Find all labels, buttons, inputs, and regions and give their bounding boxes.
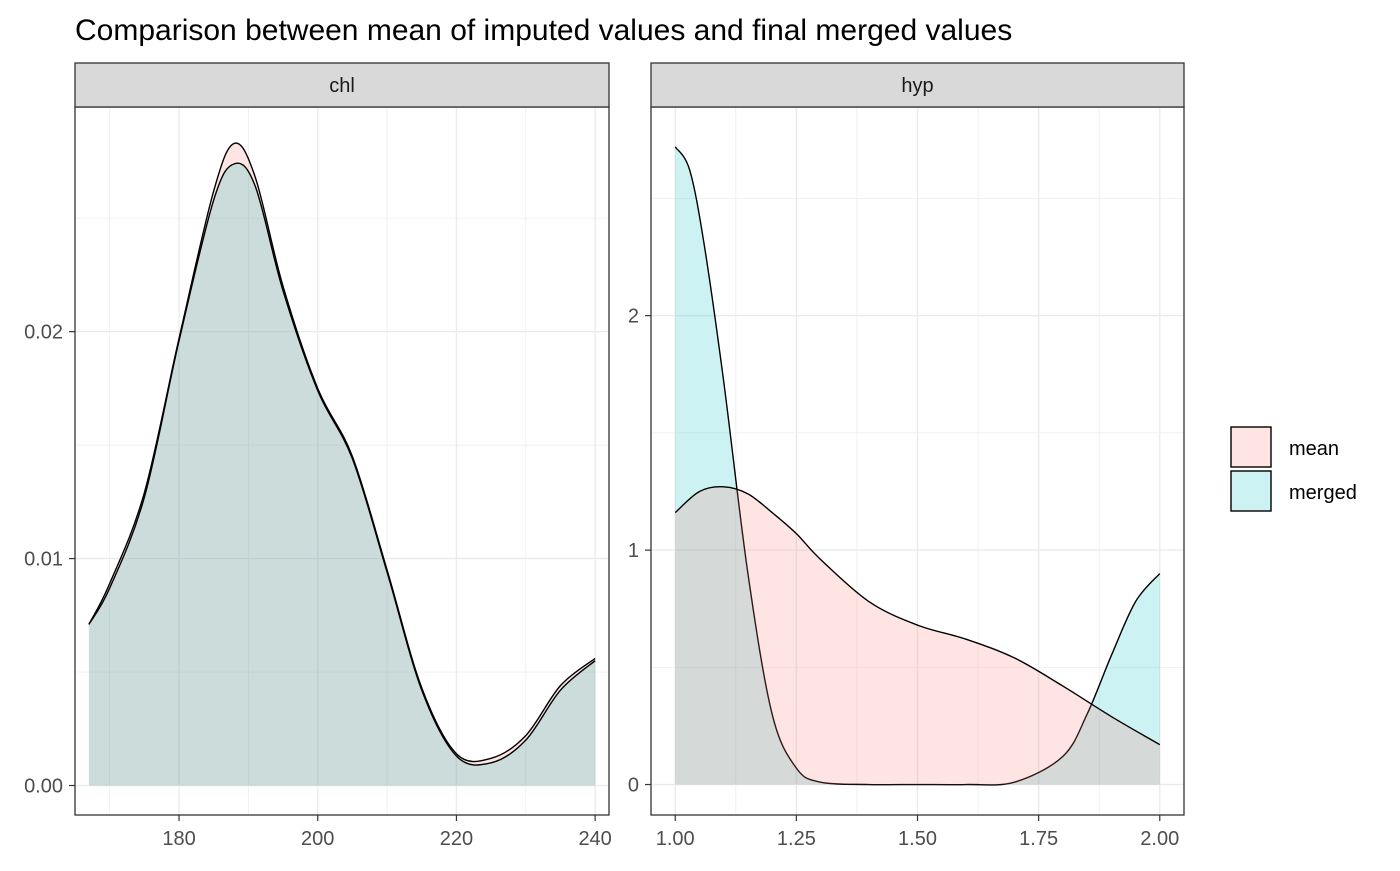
density-line-merged (88, 162, 596, 766)
legend-swatch (1230, 426, 1272, 468)
legend-item-mean: mean (1230, 426, 1339, 468)
x-tick-label: 220 (440, 828, 473, 850)
x-tick-label: 200 (301, 828, 334, 850)
facet-panel-chl: chl 180 200 220 240 0.00 0.01 0.02 (24, 62, 612, 850)
chart-title: Comparison between mean of imputed value… (75, 14, 1012, 47)
y-tick-label: 0.01 (24, 549, 63, 571)
density-area-merged (675, 146, 1160, 785)
legend-key-background (1230, 470, 1272, 512)
legend-label: mean (1289, 438, 1339, 460)
y-tick-label: 2 (628, 306, 639, 328)
legend-key-background (1230, 426, 1272, 468)
x-tick-label: 1.75 (1019, 828, 1058, 850)
density-line-merged (674, 146, 1161, 786)
facet-strip-label: hyp (901, 75, 933, 97)
x-tick-label: 1.00 (656, 828, 695, 850)
y-tick-label: 0.02 (24, 322, 63, 344)
y-tick-label: 1 (628, 540, 639, 562)
facet-panels: chl 180 200 220 240 0.00 0.01 0.02 hyp 1.00 1.25 1.… (24, 62, 1185, 850)
x-tick-label: 240 (578, 828, 611, 850)
facet-panel-hyp: hyp 1.00 1.25 1.50 1.75 2.00 0 1 2 (628, 62, 1185, 850)
chart-legend: mean merged (1230, 426, 1357, 512)
density-line-mean (674, 486, 1161, 746)
legend-label: merged (1289, 482, 1357, 504)
facet-strip (74, 62, 610, 108)
x-tick-label: 1.25 (777, 828, 816, 850)
x-tick-label: 180 (162, 828, 195, 850)
x-tick-label: 1.50 (898, 828, 937, 850)
legend-swatch (1230, 470, 1272, 512)
x-tick-label: 2.00 (1140, 828, 1179, 850)
facet-strip (650, 62, 1185, 108)
y-tick-label: 0.00 (24, 776, 63, 798)
density-area-mean (675, 486, 1160, 785)
y-tick-label: 0 (628, 775, 639, 797)
density-area-mean (88, 143, 596, 786)
density-area-merged (88, 163, 596, 786)
panel-background (75, 107, 609, 815)
legend-item-merged: merged (1230, 470, 1357, 512)
facet-strip-label: chl (329, 75, 355, 97)
